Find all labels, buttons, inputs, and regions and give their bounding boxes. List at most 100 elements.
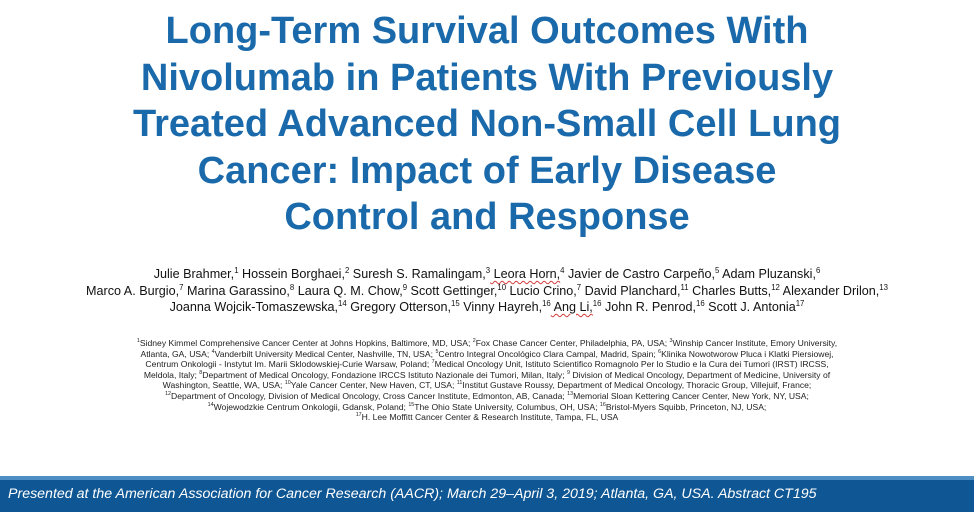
author-name: Javier de Castro Carpeño, bbox=[564, 267, 715, 281]
affiliation-number: 9 bbox=[567, 369, 570, 376]
affiliation-line: 1Sidney Kimmel Comprehensive Cancer Cent… bbox=[0, 338, 974, 349]
author-affiliation-number: 7 bbox=[576, 282, 582, 292]
title-line: Nivolumab in Patients With Previously bbox=[140, 56, 834, 99]
author-name: Julie Brahmer, bbox=[153, 267, 235, 281]
affiliation-line: Atlanta, GA, USA; 4Vanderbilt University… bbox=[0, 349, 974, 360]
title-line: Long-Term Survival Outcomes With bbox=[165, 10, 809, 52]
author-affiliation-number: 5 bbox=[715, 265, 720, 275]
author-affiliation-number: 1 bbox=[234, 265, 239, 275]
affiliation-text: Centrum Onkologii - Instytut Im. Marii S… bbox=[145, 359, 432, 370]
author-name: Adam Pluzanski, bbox=[719, 267, 816, 281]
affiliation-text: Centro Integral Oncológico Clara Campal,… bbox=[438, 348, 659, 359]
affiliation-text: Wojewodzkie Centrum Onkologii, Gdansk, P… bbox=[213, 401, 409, 412]
affiliation-number: 6 bbox=[658, 348, 662, 355]
author-line: Joanna Wojcik-Tomaszewska,14 Gregory Ott… bbox=[0, 299, 974, 316]
affiliation-text: Memorial Sloan Kettering Cancer Center, … bbox=[573, 390, 809, 401]
title-line: Treated Advanced Non-Small Cell Lung bbox=[132, 103, 842, 145]
author-affiliation-number: 9 bbox=[402, 282, 408, 292]
author-name: Marco A. Burgio, bbox=[86, 283, 180, 298]
affiliation-text: The Ohio State University, Columbus, OH,… bbox=[414, 401, 600, 412]
author-name: Laura Q. M. Chow, bbox=[294, 283, 403, 298]
title-line: Control and Response bbox=[284, 196, 690, 238]
affiliation-text: Medical Oncology Unit, Istituto Scientif… bbox=[434, 359, 829, 370]
affiliation-text: Yale Cancer Center, New Haven, CT, USA; bbox=[290, 380, 457, 391]
author-name: Marina Garassino, bbox=[183, 283, 290, 298]
affiliation-text: Atlanta, GA, USA; bbox=[140, 348, 212, 359]
author-affiliation-number: 15 bbox=[451, 298, 460, 308]
author-name: John R. Penrod, bbox=[601, 300, 696, 314]
affiliation-text: Klinika Nowotworow Pluca i Klatki Piersi… bbox=[661, 348, 834, 359]
affiliation-text: Winship Cancer Institute, Emory Universi… bbox=[672, 338, 838, 348]
affiliation-text: H. Lee Moffitt Cancer Center & Research … bbox=[361, 412, 619, 423]
affiliation-number: 17 bbox=[355, 412, 362, 419]
author-name: Scott Gettinger, bbox=[407, 283, 498, 298]
author-affiliation-number: 16 bbox=[696, 298, 705, 308]
affiliation-text: Department of Medical Oncology, Fondazio… bbox=[202, 369, 567, 380]
affiliation-number: 4 bbox=[211, 348, 215, 355]
author-affiliation-number: 8 bbox=[289, 282, 295, 292]
affiliation-number: 1 bbox=[136, 338, 140, 345]
author-name: Alexander Drilon, bbox=[779, 283, 880, 298]
affiliation-text: Division of Medical Oncology, Department… bbox=[569, 369, 831, 380]
author-affiliation-number: 7 bbox=[179, 282, 184, 292]
presentation-title: Long-Term Survival Outcomes With Nivolum… bbox=[20, 8, 954, 241]
affiliation-number: 7 bbox=[431, 359, 435, 366]
author-name: Suresh S. Ramalingam, bbox=[349, 267, 486, 281]
affiliation-number: 16 bbox=[599, 401, 606, 408]
author-name: Charles Butts, bbox=[688, 283, 772, 298]
author-affiliation-number: 6 bbox=[815, 265, 821, 275]
affiliation-number: 5 bbox=[435, 348, 439, 355]
title-line: Cancer: Impact of Early Disease bbox=[197, 149, 777, 192]
affiliation-line: Centrum Onkologii - Instytut Im. Marii S… bbox=[0, 359, 974, 370]
affiliation-text: Vanderbilt University Medical Center, Na… bbox=[214, 348, 436, 359]
author-line: Marco A. Burgio,7 Marina Garassino,8 Lau… bbox=[0, 283, 974, 300]
affiliation-number: 8 bbox=[199, 369, 203, 376]
affiliation-line: 14Wojewodzkie Centrum Onkologii, Gdansk,… bbox=[0, 402, 974, 413]
affiliation-number: 10 bbox=[284, 380, 291, 387]
affiliation-number: 14 bbox=[207, 401, 214, 408]
author-affiliation-number: 10 bbox=[497, 282, 507, 292]
affiliation-text: Sidney Kimmel Comprehensive Cancer Cente… bbox=[139, 338, 473, 348]
footer-divider bbox=[0, 476, 974, 480]
author-affiliation-number: 12 bbox=[771, 282, 780, 292]
author-name: Leora Horn, bbox=[490, 267, 561, 281]
affiliation-number: 3 bbox=[669, 338, 673, 345]
affiliation-text: Department of Oncology, Division of Medi… bbox=[171, 390, 568, 401]
author-affiliation-number: 2 bbox=[344, 265, 350, 275]
author-name: Gregory Otterson, bbox=[346, 300, 452, 314]
footer-banner: Presented at the American Association fo… bbox=[0, 480, 974, 512]
author-name: Ang Li, bbox=[550, 300, 593, 314]
author-affiliation-number: 4 bbox=[560, 265, 565, 275]
author-name: Lucio Crino, bbox=[506, 283, 577, 298]
author-list: Julie Brahmer,1 Hossein Borghaei,2 Sures… bbox=[0, 266, 974, 316]
author-affiliation-number: 13 bbox=[879, 282, 888, 292]
presentation-note: Presented at the American Association fo… bbox=[8, 486, 817, 502]
author-affiliation-number: 17 bbox=[795, 298, 805, 308]
affiliation-line: Meldola, Italy; 8Department of Medical O… bbox=[0, 370, 974, 381]
affiliation-number: 11 bbox=[456, 380, 463, 387]
author-affiliation-number: 14 bbox=[338, 298, 347, 308]
author-affiliation-number: 3 bbox=[485, 265, 491, 275]
author-name: David Planchard, bbox=[581, 283, 681, 298]
author-affiliation-number: 16 bbox=[592, 298, 602, 308]
affiliation-text: Institut Gustave Roussy, Department of M… bbox=[462, 380, 812, 391]
affiliation-line: Washington, Seattle, WA, USA; 10Yale Can… bbox=[0, 380, 974, 391]
affiliation-number: 2 bbox=[472, 338, 476, 345]
affiliation-number: 12 bbox=[165, 391, 172, 398]
affiliation-line: 17H. Lee Moffitt Cancer Center & Researc… bbox=[0, 412, 974, 423]
affiliation-list: 1Sidney Kimmel Comprehensive Cancer Cent… bbox=[0, 338, 974, 423]
author-name: Joanna Wojcik-Tomaszewska, bbox=[169, 300, 339, 314]
affiliation-number: 15 bbox=[408, 401, 415, 408]
author-name: Hossein Borghaei, bbox=[238, 267, 345, 281]
author-affiliation-number: 11 bbox=[680, 282, 689, 292]
affiliation-text: Bristol-Myers Squibb, Princeton, NJ, USA… bbox=[605, 401, 767, 412]
author-line: Julie Brahmer,1 Hossein Borghaei,2 Sures… bbox=[0, 266, 974, 283]
author-affiliation-number: 16 bbox=[542, 298, 551, 308]
affiliation-text: Fox Chase Cancer Center, Philadelphia, P… bbox=[475, 338, 670, 348]
author-name: Vinny Hayreh, bbox=[459, 300, 543, 314]
affiliation-text: Meldola, Italy; bbox=[143, 369, 200, 380]
affiliation-number: 13 bbox=[567, 391, 574, 398]
affiliation-text: Washington, Seattle, WA, USA; bbox=[162, 380, 285, 391]
affiliation-line: 12Department of Oncology, Division of Me… bbox=[0, 391, 974, 402]
